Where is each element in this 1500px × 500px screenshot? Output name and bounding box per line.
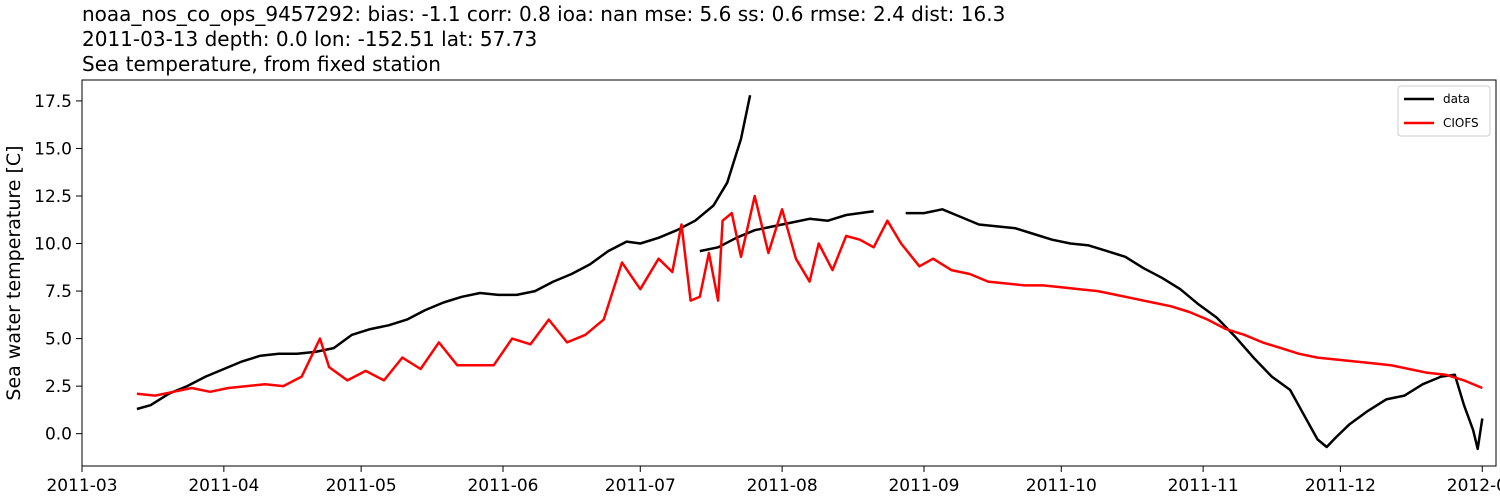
legend-label-ciofs: CIOFS — [1443, 116, 1479, 130]
x-tick-label: 2011-08 — [747, 476, 818, 496]
x-axis: 2011-03 2011-04 2011-05 2011-06 2011-07 2011-… — [46, 466, 1500, 496]
x-tick-label: 2011-10 — [1026, 476, 1097, 496]
y-tick-label: 10.0 — [34, 235, 72, 255]
chart-title-line-3: Sea temperature, from fixed station — [82, 52, 441, 76]
x-tick-label: 2011-06 — [467, 476, 538, 496]
plot-frame — [81, 79, 1497, 467]
y-tick-label: 12.5 — [34, 187, 72, 207]
y-axis-label: Sea water temperature [C] — [3, 145, 25, 400]
x-tick-label: 2011-11 — [1168, 476, 1239, 496]
legend-label-data: data — [1443, 92, 1470, 106]
x-tick-label: 2011-12 — [1305, 476, 1376, 496]
y-tick-label: 5.0 — [45, 330, 72, 350]
series-data-line-0 — [136, 94, 752, 411]
chart-title-line-1: noaa_nos_co_ops_9457292: bias: -1.1 corr… — [82, 2, 1006, 26]
series-lines — [136, 94, 1484, 451]
title-block: noaa_nos_co_ops_9457292: bias: -1.1 corr… — [82, 2, 1005, 77]
x-tick-label: 2012-01 — [1447, 476, 1500, 496]
y-axis: 0.0 2.5 5.0 7.5 10.0 12.5 15.0 17.5 — [34, 92, 82, 445]
x-tick-label: 2011-03 — [46, 476, 117, 496]
x-tick-label: 2011-05 — [326, 476, 397, 496]
series-ciofs-line-0 — [136, 194, 1483, 397]
y-tick-label: 0.0 — [45, 425, 72, 445]
series-data-line-2 — [905, 208, 1484, 451]
x-tick-label: 2011-09 — [888, 476, 959, 496]
y-tick-label: 2.5 — [45, 377, 72, 397]
x-tick-label: 2011-04 — [188, 476, 259, 496]
y-tick-label: 17.5 — [34, 92, 72, 112]
y-tick-label: 15.0 — [34, 139, 72, 159]
y-tick-label: 7.5 — [45, 282, 72, 302]
x-tick-label: 2011-07 — [605, 476, 676, 496]
series-data-line-1 — [699, 209, 874, 253]
legend: data CIOFS — [1397, 85, 1491, 137]
chart-title-line-2: 2011-03-13 depth: 0.0 lon: -152.51 lat: … — [82, 27, 538, 51]
